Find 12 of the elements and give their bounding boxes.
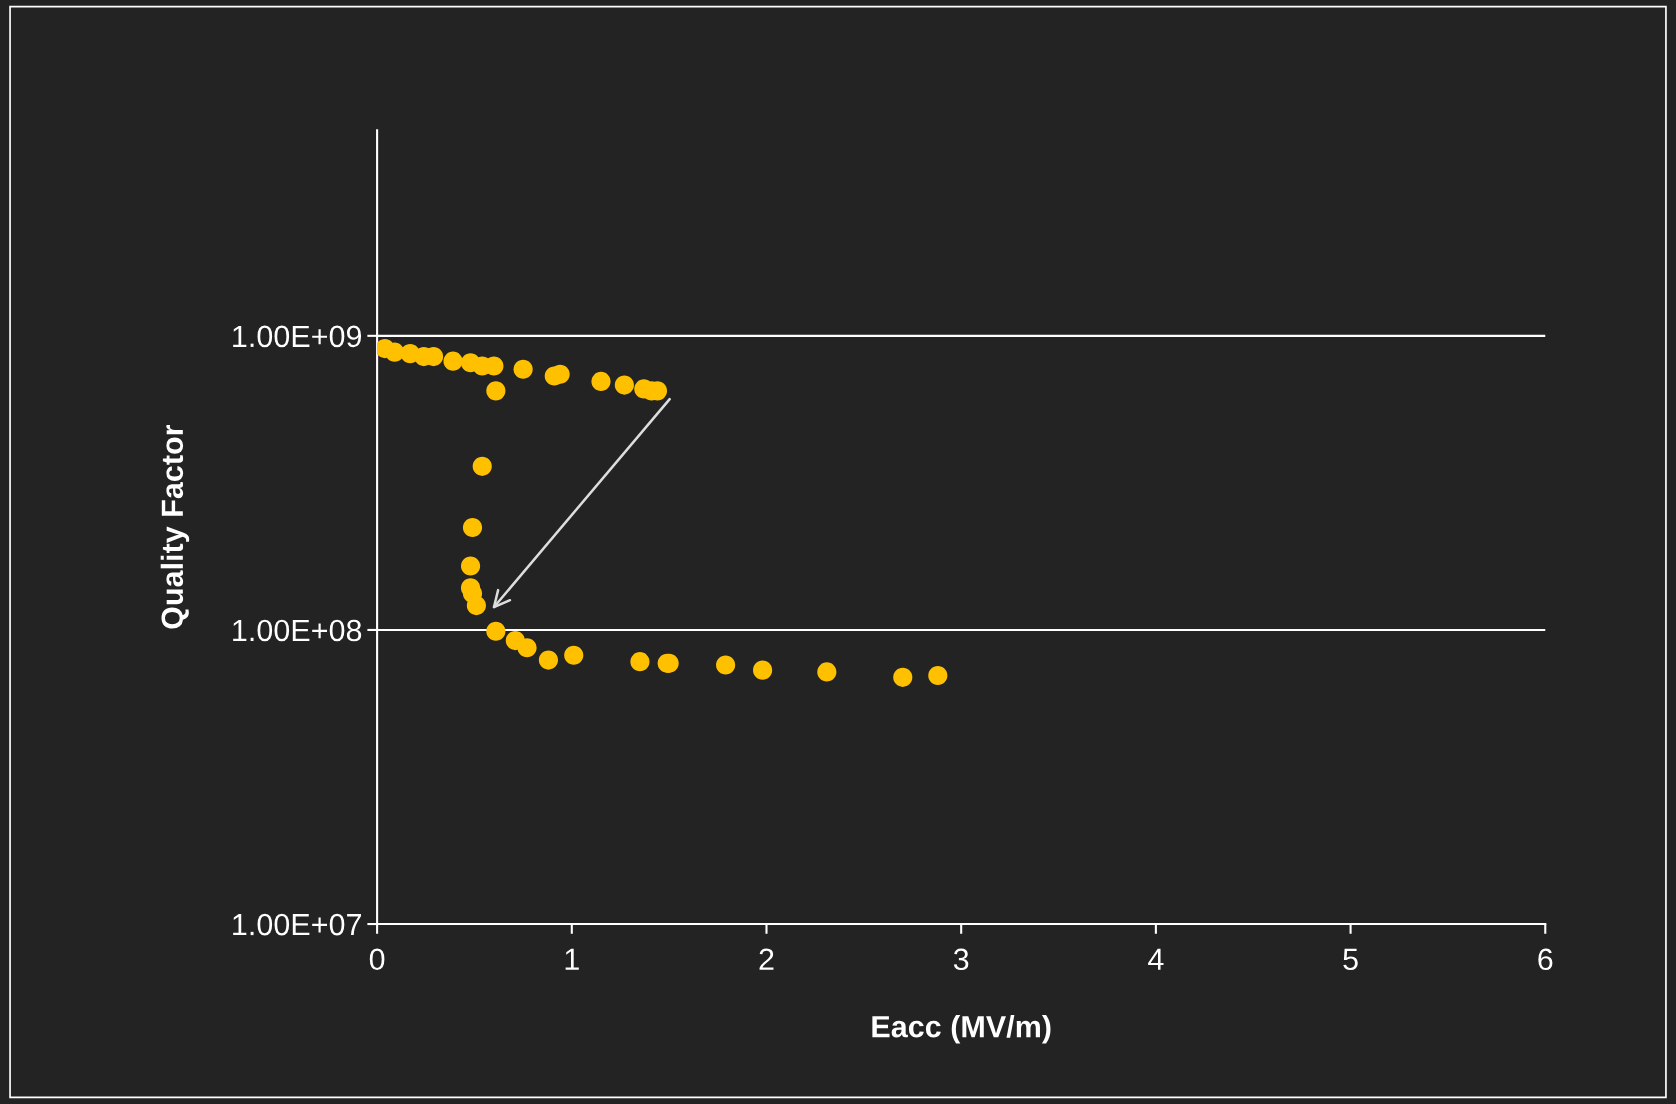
x-tick-label: 0	[369, 948, 385, 971]
y-tick-label: 1.00E+09	[233, 325, 362, 348]
x-tick-label: 5	[1343, 948, 1358, 971]
y-axis-title: Quality Factor	[160, 424, 190, 629]
x-axis-title: Eacc (MV/m)	[872, 1015, 1051, 1044]
x-tick-label: 3	[953, 948, 969, 971]
x-tick-label: 2	[759, 948, 774, 970]
x-tick-label: 6	[1538, 948, 1553, 971]
y-tick-label: 1.00E+07	[233, 913, 361, 936]
x-tick-label: 4	[1148, 948, 1164, 970]
y-tick-label: 1.00E+08	[233, 619, 362, 642]
x-tick-label: 1	[565, 948, 579, 970]
